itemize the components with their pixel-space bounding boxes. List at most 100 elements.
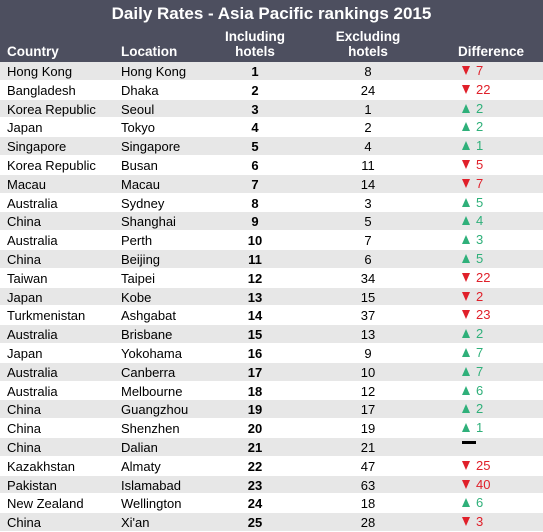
cell-difference: 7 <box>462 176 483 191</box>
difference-value: 2 <box>476 401 484 417</box>
cell-excluding-rank: 47 <box>360 458 376 474</box>
cell-including-rank: 22 <box>247 458 263 474</box>
triangle-down-icon <box>462 66 470 75</box>
triangle-down-icon <box>462 479 470 489</box>
cell-excluding-rank: 8 <box>364 64 372 79</box>
cell-location: Almaty <box>121 458 161 474</box>
cell-including-rank: 18 <box>247 383 263 399</box>
cell-difference: 40 <box>462 477 490 492</box>
cell-country: Japan <box>7 289 43 305</box>
triangle-down-icon <box>462 517 470 527</box>
cell-country: Taiwan <box>7 270 48 286</box>
triangle-up-icon <box>462 235 470 245</box>
column-header-excluding-hotels: Excluding hotels <box>318 29 418 59</box>
cell-location: Guangzhou <box>121 402 189 418</box>
table-body: Hong Kong Hong Kong 1 8 7 Bangladesh Dhaka 2 24 2… <box>0 62 543 532</box>
cell-including-rank: 1 <box>251 64 259 79</box>
cell-excluding-rank: 9 <box>364 345 372 361</box>
table-row: Turkmenistan Ashgabat 14 37 23 <box>0 306 543 326</box>
table-row: Australia Canberra 17 10 7 <box>0 362 543 382</box>
cell-including-rank: 13 <box>247 289 263 305</box>
cell-location: Perth <box>121 233 153 249</box>
table-row: Singapore Singapore 5 4 1 <box>0 137 543 156</box>
cell-difference: 2 <box>462 326 483 341</box>
cell-difference: 5 <box>462 251 483 266</box>
cell-excluding-rank: 37 <box>360 308 376 324</box>
cell-excluding-rank: 7 <box>364 233 372 249</box>
cell-difference: 6 <box>462 383 483 398</box>
difference-value: 1 <box>476 138 484 154</box>
cell-excluding-rank: 13 <box>360 327 376 343</box>
triangle-up-icon <box>462 423 470 433</box>
table-row: Hong Kong Hong Kong 1 8 7 <box>0 62 543 81</box>
cell-difference: 3 <box>462 514 483 529</box>
cell-location: Melbourne <box>121 383 183 399</box>
difference-value: 22 <box>476 81 491 97</box>
cell-location: Shanghai <box>121 214 176 230</box>
triangle-down-icon <box>462 159 470 169</box>
difference-value: 7 <box>476 344 484 360</box>
cell-country: Kazakhstan <box>7 458 75 474</box>
cell-location: Macau <box>121 176 161 192</box>
cell-difference: 2 <box>462 101 483 116</box>
difference-value: 2 <box>476 326 484 342</box>
cell-including-rank: 25 <box>247 515 263 531</box>
cell-country: Australia <box>7 383 58 399</box>
cell-country: Australia <box>7 195 58 211</box>
cell-location: Canberra <box>121 364 176 380</box>
table-row: Pakistan Islamabad 23 63 40 <box>0 475 543 495</box>
cell-country: Bangladesh <box>7 82 76 98</box>
triangle-up-icon <box>462 498 470 508</box>
cell-difference: 2 <box>462 119 483 134</box>
cell-country: Hong Kong <box>7 64 73 79</box>
table-row: Japan Yokohama 16 9 7 <box>0 343 543 363</box>
table-row: Japan Tokyo 4 2 2 <box>0 118 543 138</box>
table-row: China Shanghai 9 5 4 <box>0 212 543 232</box>
triangle-down-icon <box>462 84 470 94</box>
cell-including-rank: 8 <box>251 195 259 211</box>
difference-value: 2 <box>476 288 484 304</box>
cell-difference: 3 <box>462 232 483 247</box>
cell-location: Wellington <box>121 496 182 512</box>
cell-country: Australia <box>7 327 58 343</box>
table-row: Australia Sydney 8 3 5 <box>0 193 543 213</box>
no-change-dash-icon <box>462 440 476 444</box>
cell-difference: 5 <box>462 157 483 172</box>
table-title: Daily Rates - Asia Pacific rankings 2015 <box>111 4 432 23</box>
table-row: China Xi'an 25 28 3 <box>0 513 543 532</box>
cell-excluding-rank: 1 <box>364 101 372 117</box>
cell-excluding-rank: 28 <box>360 515 376 531</box>
cell-difference: 4 <box>462 213 483 228</box>
cell-country: Turkmenistan <box>7 308 86 324</box>
table-row: China Shenzhen 20 19 1 <box>0 419 543 438</box>
cell-including-rank: 21 <box>247 439 263 455</box>
table-row: Kazakhstan Almaty 22 47 25 <box>0 456 543 476</box>
table-header: Daily Rates - Asia Pacific rankings 2015… <box>0 0 543 62</box>
triangle-down-icon <box>462 291 470 301</box>
cell-including-rank: 6 <box>251 157 259 173</box>
cell-including-rank: 23 <box>247 477 263 493</box>
difference-value: 5 <box>476 156 484 172</box>
column-header-difference: Difference <box>458 44 525 59</box>
cell-country: Korea Republic <box>7 157 96 173</box>
cell-country: Japan <box>7 120 43 136</box>
table-row: Taiwan Taipei 12 34 22 <box>0 268 543 288</box>
cell-excluding-rank: 4 <box>364 139 372 155</box>
triangle-up-icon <box>462 347 470 357</box>
cell-country: Australia <box>7 364 58 380</box>
cell-including-rank: 11 <box>248 251 262 267</box>
difference-value: 2 <box>476 100 484 116</box>
cell-difference: 2 <box>462 289 483 304</box>
difference-value: 22 <box>476 269 491 285</box>
cell-excluding-rank: 14 <box>360 176 376 192</box>
table-row: Korea Republic Seoul 3 1 2 <box>0 99 543 119</box>
cell-difference <box>462 439 476 444</box>
cell-including-rank: 3 <box>251 101 259 117</box>
cell-country: China <box>7 251 41 267</box>
column-header-including-hotels: Including hotels <box>205 29 305 59</box>
difference-value: 1 <box>476 420 484 436</box>
cell-excluding-rank: 15 <box>360 289 376 305</box>
cell-including-rank: 16 <box>247 345 263 361</box>
cell-including-rank: 9 <box>251 214 259 230</box>
cell-difference: 23 <box>462 307 490 322</box>
